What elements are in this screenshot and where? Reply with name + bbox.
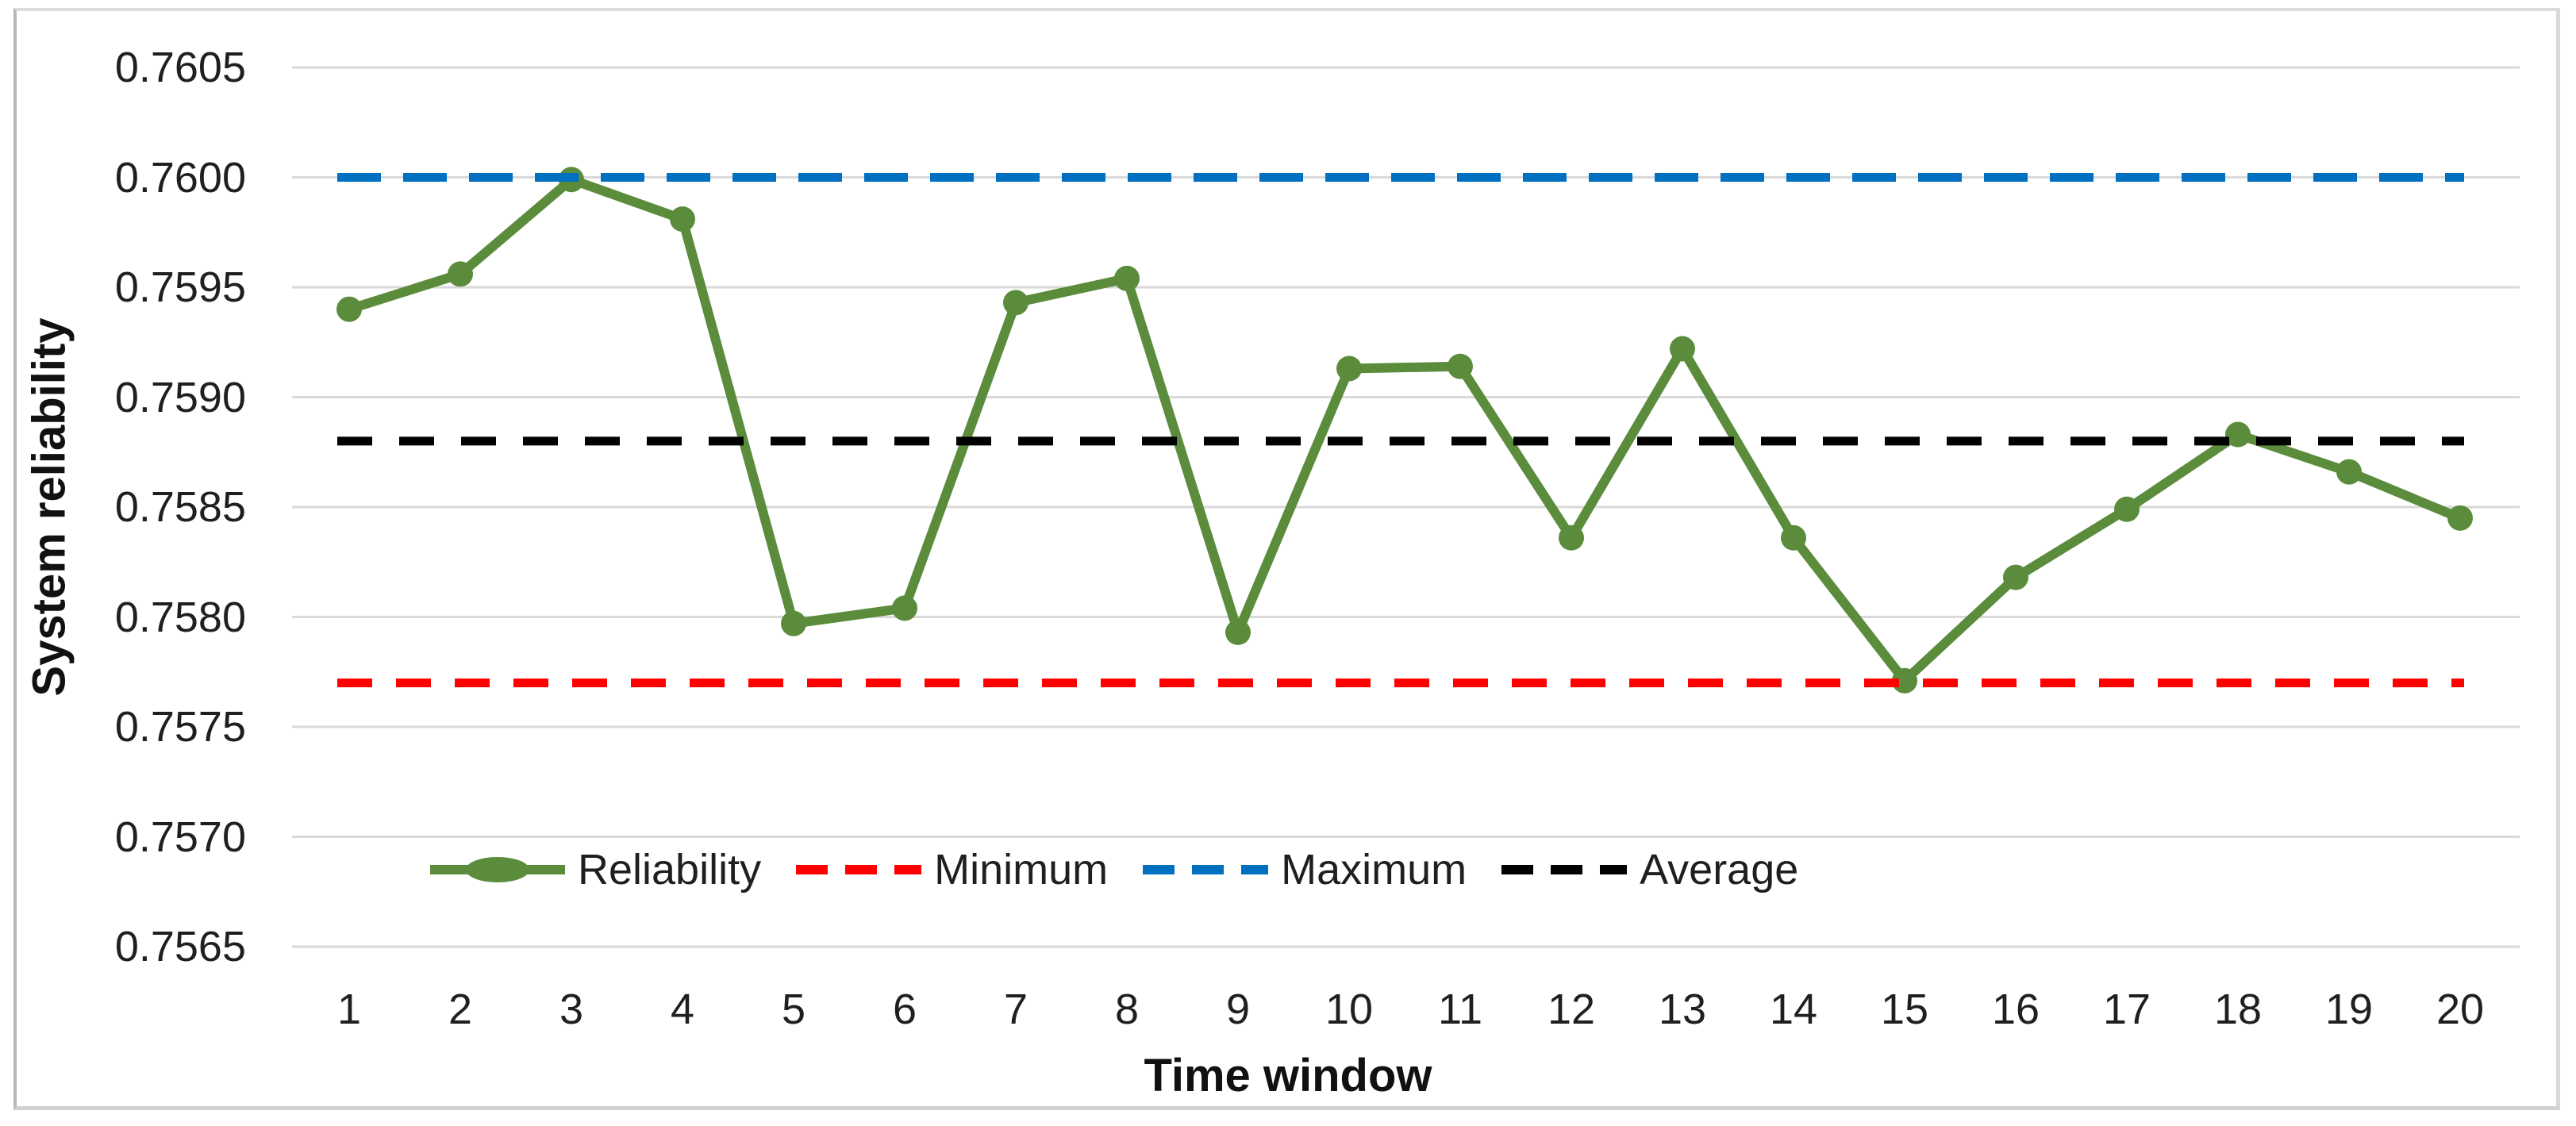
legend-label: Minimum	[934, 846, 1109, 893]
legend-label: Reliability	[578, 846, 762, 893]
x-tick-label: 8	[1114, 986, 1140, 1033]
legend-item-minimum: Minimum	[793, 845, 1108, 894]
x-tick-label: 10	[1325, 986, 1374, 1033]
reliability-marker	[670, 206, 695, 233]
reliability-marker	[1559, 525, 1584, 551]
reliability-marker	[1670, 336, 1695, 362]
reliability-marker	[2114, 496, 2140, 522]
x-tick-label: 13	[1658, 986, 1707, 1033]
x-tick-label: 14	[1769, 986, 1818, 1033]
y-tick-label: 0.7600	[114, 153, 246, 202]
x-tick-label: 1	[336, 986, 362, 1033]
legend-dash-swatch	[796, 865, 922, 874]
x-tick-label: 6	[892, 986, 917, 1033]
reliability-marker	[1336, 355, 1362, 382]
reliability-marker	[336, 296, 362, 322]
x-tick-label: 15	[1880, 986, 1929, 1033]
x-tick-label: 12	[1547, 986, 1596, 1033]
legend-item-maximum: Maximum	[1140, 845, 1467, 894]
reliability-marker	[1114, 265, 1140, 291]
reliability-marker	[2225, 421, 2251, 448]
reliability-marker	[448, 261, 473, 287]
legend-line-marker-swatch	[430, 857, 565, 882]
legend-label: Maximum	[1281, 846, 1467, 893]
y-tick-label: 0.7575	[114, 703, 246, 751]
reliability-marker	[1003, 290, 1028, 316]
legend-item-reliability: Reliability	[427, 845, 761, 894]
reliability-marker	[1225, 619, 1251, 645]
x-tick-label: 5	[781, 986, 806, 1033]
x-tick-label: 17	[2102, 986, 2151, 1033]
x-tick-label: 16	[1991, 986, 2040, 1033]
y-axis-title: System reliability	[23, 317, 75, 697]
legend: Reliability Minimum Maximum Average	[427, 844, 1798, 896]
x-tick-label: 3	[559, 986, 584, 1033]
legend-item-average: Average	[1498, 845, 1798, 894]
x-tick-label: 2	[448, 986, 473, 1033]
y-tick-label: 0.7570	[114, 813, 246, 861]
reliability-line	[348, 175, 2463, 686]
reliability-marker	[1448, 353, 1473, 379]
y-tick-label: 0.7565	[114, 923, 246, 970]
reliability-marker	[1781, 525, 1806, 551]
reliability-marker	[2336, 459, 2362, 485]
reliability-marker	[781, 610, 806, 636]
legend-dash-swatch	[1143, 865, 1269, 874]
y-tick-label: 0.7585	[114, 483, 246, 531]
reliability-marker	[2447, 505, 2473, 531]
x-tick-label: 18	[2213, 986, 2263, 1033]
x-tick-label: 4	[670, 986, 695, 1033]
reliability-marker	[2003, 564, 2028, 590]
y-tick-label: 0.7605	[114, 44, 246, 91]
x-tick-label: 9	[1225, 986, 1251, 1033]
y-tick-label: 0.7595	[114, 263, 246, 311]
x-tick-label: 11	[1437, 986, 1483, 1033]
x-tick-label: 19	[2324, 986, 2374, 1033]
x-tick-label: 7	[1003, 986, 1028, 1033]
reliability-marker	[892, 595, 917, 621]
legend-label: Average	[1640, 846, 1799, 893]
legend-dash-swatch	[1501, 865, 1628, 874]
y-tick-label: 0.7580	[114, 593, 246, 641]
y-tick-label: 0.7590	[114, 373, 246, 421]
x-axis-title: Time window	[1144, 1050, 1432, 1101]
x-tick-label: 20	[2436, 986, 2485, 1033]
chart-border-frame	[13, 8, 2560, 1110]
